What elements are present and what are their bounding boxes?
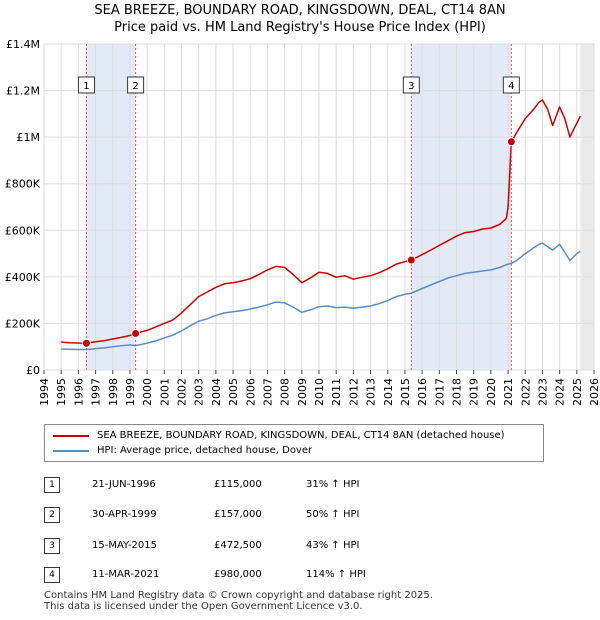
x-tick-label: 2008 xyxy=(279,378,292,406)
x-tick-label: 1999 xyxy=(124,378,137,406)
y-tick-label: £600K xyxy=(5,224,41,237)
shaded-period xyxy=(580,44,594,370)
footer-line-1: Contains HM Land Registry data © Crown c… xyxy=(44,590,433,601)
x-tick-label: 2022 xyxy=(519,378,532,406)
x-tick-label: 2021 xyxy=(502,378,515,406)
sale-marker-label: 1 xyxy=(83,81,89,92)
transaction-date: 21-JUN-1996 xyxy=(92,479,156,490)
x-tick-label: 2019 xyxy=(468,378,481,406)
x-tick-label: 2014 xyxy=(382,378,395,406)
sale-marker-box xyxy=(77,76,95,94)
x-tick-label: 2015 xyxy=(399,378,412,406)
transaction-badge: 1 xyxy=(44,477,60,493)
x-tick-label: 2003 xyxy=(193,378,206,406)
transaction-hpi: 43% ↑ HPI xyxy=(306,540,360,551)
transaction-price: £472,500 xyxy=(214,540,262,551)
x-tick-label: 2007 xyxy=(261,378,274,406)
transaction-date: 15-MAY-2015 xyxy=(92,540,158,551)
transaction-price: £980,000 xyxy=(214,569,262,580)
shaded-period xyxy=(86,44,136,370)
y-tick-label: £800K xyxy=(5,178,41,191)
x-tick-label: 2018 xyxy=(451,378,464,406)
x-tick-label: 2017 xyxy=(433,378,446,406)
x-tick-label: 2005 xyxy=(227,378,240,406)
transaction-hpi: 114% ↑ HPI xyxy=(306,569,366,580)
x-tick-label: 2024 xyxy=(554,378,567,406)
sale-point xyxy=(406,255,416,265)
title-line-1: SEA BREEZE, BOUNDARY ROAD, KINGSDOWN, DE… xyxy=(94,3,506,18)
transaction-date: 11-MAR-2021 xyxy=(92,569,160,580)
sale-point xyxy=(131,328,141,338)
sale-marker-label: 2 xyxy=(132,81,138,92)
transaction-price: £157,000 xyxy=(214,509,262,520)
x-tick-label: 2016 xyxy=(416,378,429,406)
x-tick-label: 2010 xyxy=(313,378,326,406)
legend-hpi-swatch xyxy=(53,450,89,452)
price-chart: 1994 1995 1996 1997 1998 1999 2000 2001 2002 2003… xyxy=(5,38,600,406)
footer-line-2: This data is licensed under the Open Gov… xyxy=(44,601,363,612)
sale-marker-label: 3 xyxy=(408,81,414,92)
sale-marker-label: 4 xyxy=(508,81,514,92)
y-tick-label: £0 xyxy=(26,364,40,377)
legend-property-label: SEA BREEZE, BOUNDARY ROAD, KINGSDOWN, DE… xyxy=(97,430,505,441)
transaction-badge: 4 xyxy=(44,567,60,583)
annotations: 1 2 3 4 xyxy=(77,44,520,370)
sale-marker-box xyxy=(502,76,520,94)
transaction-row: 4 11-MAR-2021 £980,000 114% ↑ HPI xyxy=(44,565,564,585)
transaction-row: 2 30-APR-1999 £157,000 50% ↑ HPI xyxy=(44,505,564,525)
x-tick-label: 2002 xyxy=(176,378,189,406)
transaction-price: £115,000 xyxy=(214,479,262,490)
shaded-period xyxy=(411,44,512,370)
x-tick-label: 2011 xyxy=(330,378,343,406)
series xyxy=(61,99,581,351)
y-tick-label: £400K xyxy=(5,271,41,284)
transaction-row: 3 15-MAY-2015 £472,500 43% ↑ HPI xyxy=(44,536,564,556)
transaction-hpi: 31% ↑ HPI xyxy=(306,479,360,490)
footer: Contains HM Land Registry data © Crown c… xyxy=(44,590,433,612)
x-tick-label: 2013 xyxy=(365,378,378,406)
property-price-line xyxy=(61,99,581,344)
x-tick-label: 2000 xyxy=(141,378,154,406)
sale-marker-box xyxy=(127,76,145,94)
sale-marker-box xyxy=(402,76,420,94)
sale-point xyxy=(81,338,91,348)
x-tick-label: 2025 xyxy=(571,378,584,406)
x-tick-label: 2009 xyxy=(296,378,309,406)
legend-property-swatch xyxy=(53,435,89,437)
hpi-line xyxy=(61,242,581,351)
y-tick-label: £1.2M xyxy=(6,85,40,98)
y-tick-label: £1.4M xyxy=(6,38,40,51)
sale-point xyxy=(506,137,516,147)
legend-hpi-label: HPI: Average price, detached house, Dove… xyxy=(97,445,313,456)
axes: 1994 1995 1996 1997 1998 1999 2000 2001 2002 2003… xyxy=(5,38,600,406)
x-tick-label: 2012 xyxy=(347,378,360,406)
chart-title: SEA BREEZE, BOUNDARY ROAD, KINGSDOWN, DE… xyxy=(0,2,600,36)
y-tick-label: £1M xyxy=(17,131,41,144)
x-tick-label: 2006 xyxy=(244,378,257,406)
x-tick-label: 1995 xyxy=(55,378,68,406)
transaction-badge: 3 xyxy=(44,538,60,554)
x-tick-label: 1998 xyxy=(107,378,120,406)
shaded-periods xyxy=(86,44,594,370)
title-line-2: Price paid vs. HM Land Registry's House … xyxy=(114,20,486,35)
transaction-row: 1 21-JUN-1996 £115,000 31% ↑ HPI xyxy=(44,475,564,495)
x-tick-label: 2026 xyxy=(588,378,600,406)
y-tick-label: £200K xyxy=(5,317,41,330)
transaction-date: 30-APR-1999 xyxy=(92,509,157,520)
x-tick-label: 2001 xyxy=(158,378,171,406)
x-tick-label: 1997 xyxy=(90,378,103,406)
x-tick-label: 2004 xyxy=(210,378,223,406)
transaction-badge: 2 xyxy=(44,507,60,523)
x-tick-label: 2023 xyxy=(536,378,549,406)
x-tick-label: 1994 xyxy=(38,378,51,406)
x-tick-label: 2020 xyxy=(485,378,498,406)
x-tick-label: 1996 xyxy=(72,378,85,406)
legend: SEA BREEZE, BOUNDARY ROAD, KINGSDOWN, DE… xyxy=(44,424,544,462)
transaction-hpi: 50% ↑ HPI xyxy=(306,509,360,520)
